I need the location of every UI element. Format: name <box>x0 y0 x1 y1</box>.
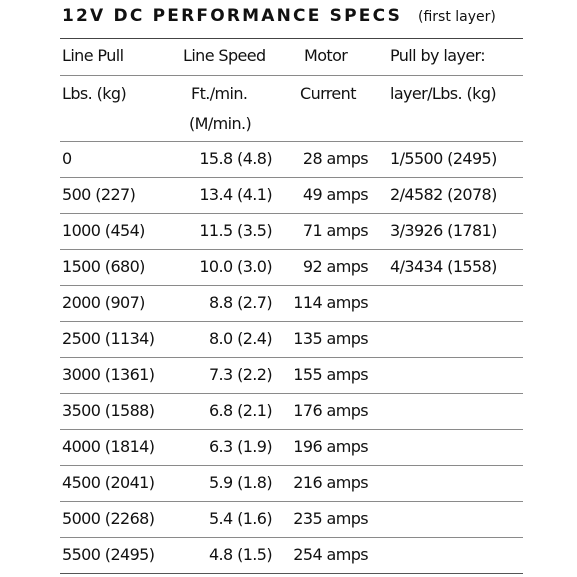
row-divider <box>60 357 523 358</box>
cell-motor-current: 114 amps <box>293 293 368 312</box>
header-pull-by-layer-unit: layer/Lbs. (kg) <box>390 84 497 103</box>
row-divider <box>60 537 523 538</box>
cell-line-pull: 3500 (1588) <box>62 401 155 420</box>
cell-motor-current: 155 amps <box>293 365 368 384</box>
cell-line-pull: 500 (227) <box>62 185 136 204</box>
cell-line-speed: 15.8 (4.8) <box>199 149 272 168</box>
cell-pull-by-layer: 1/5500 (2495) <box>390 149 497 168</box>
row-divider <box>60 501 523 502</box>
header-line-speed: Line Speed <box>183 46 266 65</box>
cell-line-pull: 4000 (1814) <box>62 437 155 456</box>
cell-line-pull: 5500 (2495) <box>62 545 155 564</box>
table-top-rule <box>60 38 523 39</box>
row-divider <box>60 393 523 394</box>
cell-line-pull: 0 <box>62 149 72 168</box>
cell-line-pull: 4500 (2041) <box>62 473 155 492</box>
cell-motor-current: 176 amps <box>293 401 368 420</box>
row-divider <box>60 285 523 286</box>
cell-line-pull: 3000 (1361) <box>62 365 155 384</box>
cell-line-speed: 5.4 (1.6) <box>208 509 273 528</box>
cell-motor-current: 254 amps <box>293 545 368 564</box>
header-line-pull: Line Pull <box>62 46 124 65</box>
row-divider <box>60 177 523 178</box>
header-bottom-rule <box>60 141 523 142</box>
header-divider <box>60 75 523 76</box>
cell-line-speed: 4.8 (1.5) <box>208 545 273 564</box>
cell-motor-current: 49 amps <box>302 185 369 204</box>
cell-motor-current: 196 amps <box>293 437 368 456</box>
row-divider <box>60 465 523 466</box>
title-row: 12V DC PERFORMANCE SPECS (first layer) <box>62 6 496 32</box>
header-line-pull-unit: Lbs. (kg) <box>62 84 127 103</box>
row-divider <box>60 249 523 250</box>
cell-motor-current: 71 amps <box>302 221 369 240</box>
row-divider <box>60 429 523 430</box>
cell-line-speed: 8.0 (2.4) <box>208 329 273 348</box>
cell-motor-current: 92 amps <box>302 257 369 276</box>
cell-line-speed: 8.8 (2.7) <box>208 293 273 312</box>
header-motor-unit: Current <box>300 84 357 103</box>
header-line-speed-unit-metric: (M/min.) <box>189 114 252 133</box>
cell-line-speed: 6.3 (1.9) <box>208 437 273 456</box>
cell-line-pull: 2000 (907) <box>62 293 145 312</box>
row-divider <box>60 213 523 214</box>
cell-line-pull: 1000 (454) <box>62 221 145 240</box>
cell-motor-current: 135 amps <box>293 329 368 348</box>
cell-line-pull: 1500 (680) <box>62 257 145 276</box>
cell-line-pull: 5000 (2268) <box>62 509 155 528</box>
cell-line-speed: 11.5 (3.5) <box>199 221 272 240</box>
cell-pull-by-layer: 3/3926 (1781) <box>390 221 497 240</box>
row-divider <box>60 573 523 574</box>
cell-motor-current: 216 amps <box>293 473 368 492</box>
cell-line-speed: 10.0 (3.0) <box>199 257 272 276</box>
page-subtitle: (first layer) <box>418 9 496 25</box>
cell-motor-current: 235 amps <box>293 509 368 528</box>
cell-line-speed: 6.8 (2.1) <box>208 401 273 420</box>
cell-pull-by-layer: 4/3434 (1558) <box>390 257 497 276</box>
cell-line-speed: 5.9 (1.8) <box>208 473 273 492</box>
cell-line-pull: 2500 (1134) <box>62 329 155 348</box>
cell-pull-by-layer: 2/4582 (2078) <box>390 185 497 204</box>
cell-motor-current: 28 amps <box>302 149 369 168</box>
cell-line-speed: 13.4 (4.1) <box>199 185 272 204</box>
page-title: 12V DC PERFORMANCE SPECS <box>62 6 403 26</box>
header-motor: Motor <box>304 46 348 65</box>
row-divider <box>60 321 523 322</box>
header-line-speed-unit: Ft./min. <box>191 84 248 103</box>
cell-line-speed: 7.3 (2.2) <box>208 365 273 384</box>
header-pull-by-layer: Pull by layer: <box>390 46 486 65</box>
